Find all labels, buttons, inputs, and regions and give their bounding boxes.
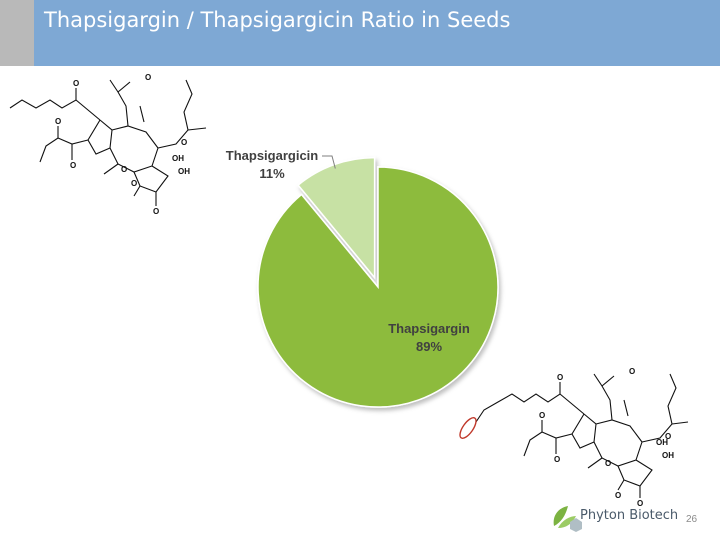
- atom-label: OH: [656, 438, 668, 447]
- atom-label: O: [615, 491, 621, 500]
- atom-label: O: [665, 432, 671, 441]
- atom-label: O: [554, 455, 560, 464]
- atom-label: O: [121, 165, 127, 174]
- atom-label: O: [145, 73, 151, 82]
- atom-label: O: [629, 367, 635, 376]
- atom-label: OH: [172, 154, 184, 163]
- thapsigargicin-structure: O O O O O O O O OH OH: [9, 73, 207, 216]
- page-number: 26: [686, 514, 698, 525]
- leader-line: [322, 155, 336, 169]
- atom-label: O: [181, 138, 187, 147]
- slide-title: Thapsigargin / Thapsigargicin Ratio in S…: [44, 8, 511, 32]
- pie-slice-thapsigargin: [257, 166, 499, 408]
- atom-label: O: [70, 161, 76, 170]
- slice-label-thapsigargin-name: Thapsigargin: [388, 321, 470, 336]
- phyton-biotech-logo: [553, 506, 582, 532]
- logo-text: Phyton Biotech: [580, 508, 679, 523]
- atom-label: OH: [178, 167, 190, 176]
- slice-label-thapsigargicin-name: Thapsigargicin: [226, 148, 319, 163]
- slice-label-thapsigargin-percent: 89%: [416, 339, 442, 354]
- title-accent: [0, 0, 34, 66]
- atom-label: O: [637, 499, 643, 508]
- atom-label: O: [131, 179, 137, 188]
- highlight-ring: [459, 417, 477, 439]
- ratio-pie-chart: Thapsigargicin 11% Thapsigargin 89%: [226, 148, 499, 408]
- title-bar: [0, 0, 720, 66]
- slice-label-thapsigargicin-percent: 11%: [259, 166, 285, 181]
- atom-label: O: [153, 207, 159, 216]
- atom-label: O: [605, 459, 611, 468]
- atom-label: OH: [662, 451, 674, 460]
- atom-label: O: [557, 373, 563, 382]
- atom-label: O: [73, 79, 79, 88]
- atom-label: O: [539, 411, 545, 420]
- thapsigargin-structure: O O O O O O O O OH OH: [459, 367, 689, 508]
- atom-label: O: [55, 117, 61, 126]
